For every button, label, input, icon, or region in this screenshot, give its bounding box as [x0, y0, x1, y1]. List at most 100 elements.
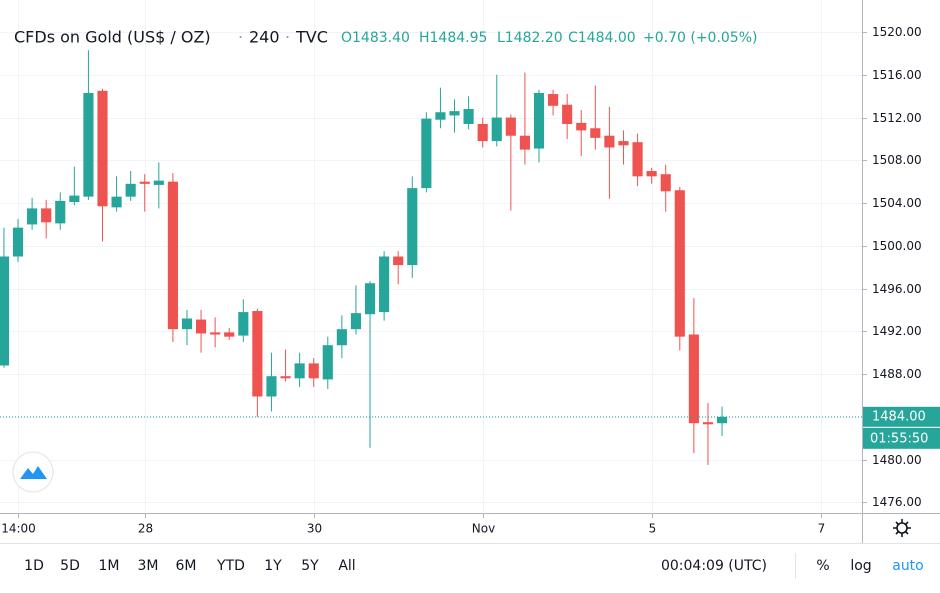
- candle-body: [477, 123, 488, 142]
- logo-circle[interactable]: [12, 451, 54, 493]
- candle-body: [533, 92, 545, 149]
- candle-body: [660, 174, 671, 192]
- candle-body: [210, 332, 221, 335]
- candle-body: [491, 117, 502, 142]
- candle-body: [294, 363, 305, 379]
- candle-body: [632, 142, 643, 177]
- header: CFDs on Gold (US$ / OZ) · 240 · TVC O148…: [14, 28, 757, 47]
- y-tick-label: 1480.00: [872, 453, 922, 467]
- candle-body: [688, 334, 699, 424]
- x-tick-label: Nov: [472, 522, 495, 536]
- y-tick-label: 1500.00: [872, 239, 922, 253]
- y-tick-label: 1508.00: [872, 153, 922, 167]
- range-button[interactable]: YTD: [216, 558, 245, 574]
- logo[interactable]: [12, 451, 54, 493]
- range-button[interactable]: 5D: [60, 558, 80, 574]
- candle-body: [167, 181, 178, 330]
- logo-icon[interactable]: [20, 466, 47, 479]
- range-button[interactable]: 5Y: [301, 558, 319, 574]
- range-button[interactable]: 1M: [99, 558, 120, 574]
- candle-body: [252, 311, 263, 397]
- ohlc-legend: O1483.40 H1484.95 L1482.20 C1484.00 +0.70 (+…: [341, 30, 757, 46]
- ohlc-value: H1484.95: [419, 30, 487, 46]
- axes: 1476.00 1480.00 1484.00 1488.00 1492.00 1496.…: [1, 25, 940, 536]
- auto-button[interactable]: auto: [892, 558, 924, 574]
- candle-body: [562, 104, 573, 124]
- candle-body: [449, 111, 460, 116]
- candle-body: [280, 376, 291, 379]
- candle-body: [435, 112, 446, 120]
- plot-area: [0, 50, 862, 465]
- candle-body: [139, 181, 150, 184]
- ohlc-value: O1483.40: [341, 30, 410, 46]
- last-price-box: [863, 406, 940, 427]
- candle-body: [674, 190, 685, 337]
- candle-body: [97, 90, 108, 207]
- range-button[interactable]: 3M: [138, 558, 159, 574]
- candle-body: [322, 345, 333, 380]
- settings-icon[interactable]: [893, 519, 911, 537]
- candle-body: [548, 94, 559, 106]
- candle-body: [55, 200, 66, 224]
- y-tick-label: 1488.00: [872, 367, 922, 381]
- interval: 240: [249, 28, 280, 47]
- y-tick-label: 1496.00: [872, 282, 922, 296]
- range-button[interactable]: 1D: [24, 558, 44, 574]
- candle-body: [308, 363, 319, 379]
- gear-teeth[interactable]: [893, 519, 911, 537]
- toolbar: 00:04:09 (UTC) % log auto 1D 5D 1M 3M 6M YTD 1…: [24, 553, 924, 579]
- y-tick-label: 1520.00: [872, 25, 922, 39]
- candle-body: [153, 180, 164, 185]
- y-tick-label: 1504.00: [872, 196, 922, 210]
- range-button[interactable]: All: [338, 558, 355, 574]
- countdown-box: [863, 427, 940, 449]
- log-button[interactable]: log: [850, 558, 871, 574]
- candle-body: [181, 318, 193, 330]
- candle-body: [505, 117, 516, 136]
- last-price-label: 1484.00: [872, 409, 926, 424]
- separator-dot: ·: [238, 28, 243, 47]
- candle-body: [716, 416, 728, 424]
- candle-body: [111, 196, 122, 208]
- candle-body: [702, 422, 714, 425]
- candle-body: [590, 128, 601, 138]
- separator-dot: ·: [285, 28, 290, 47]
- ohlc-value: +0.70 (+0.05%): [643, 30, 757, 46]
- x-tick-label: 28: [138, 522, 153, 536]
- candle-body: [0, 256, 10, 366]
- percent-button[interactable]: %: [816, 558, 829, 574]
- candle-body: [421, 118, 432, 189]
- candle-body: [463, 109, 474, 124]
- range-button[interactable]: 1Y: [264, 558, 282, 574]
- y-tick-label: 1512.00: [872, 111, 922, 125]
- ohlc-value: L1482.20: [497, 30, 563, 46]
- y-tick-label: 1492.00: [872, 324, 922, 338]
- candle-body: [83, 92, 94, 197]
- candle-body: [69, 195, 80, 202]
- candle-body: [41, 208, 52, 223]
- candle-body: [336, 329, 347, 346]
- candle-body: [238, 312, 249, 336]
- candle-body: [407, 188, 418, 266]
- ohlc-value: C1484.00: [568, 30, 636, 46]
- candle-body: [224, 332, 235, 337]
- countdown-label: 01:55:50: [870, 431, 928, 446]
- x-tick-label: 30: [307, 522, 322, 536]
- candle-body: [364, 283, 376, 315]
- candle-body: [618, 141, 629, 146]
- candle-body: [266, 376, 277, 397]
- candle-body: [379, 256, 390, 313]
- candle-body: [195, 319, 207, 334]
- candle-body: [350, 313, 362, 330]
- candle-body: [27, 208, 38, 225]
- candle-body: [12, 227, 24, 257]
- x-tick-label: 7: [818, 522, 826, 536]
- clock: 00:04:09 (UTC): [661, 558, 767, 574]
- candle-body: [576, 122, 587, 131]
- source: TVC: [295, 28, 328, 47]
- candle-body: [393, 256, 404, 266]
- candle-body: [125, 183, 136, 197]
- range-button[interactable]: 6M: [176, 558, 197, 574]
